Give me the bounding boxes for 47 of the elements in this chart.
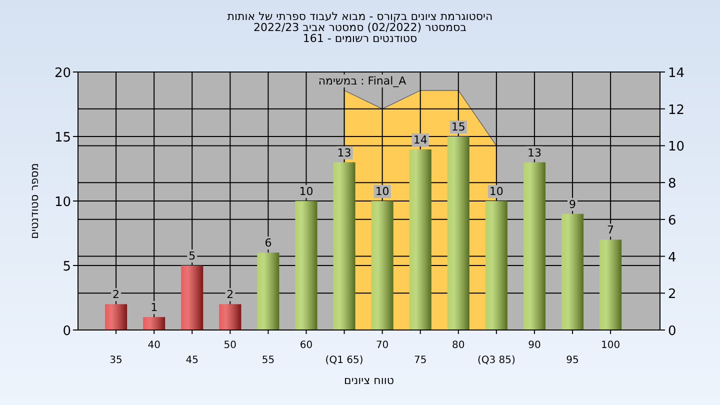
- y-tick-label: 20: [54, 66, 71, 81]
- data-label: 10: [299, 185, 314, 198]
- y2-tick-label: 8: [668, 176, 676, 192]
- text: סטודנטים רשומים - 161: [302, 32, 418, 45]
- data-label: 6: [264, 236, 272, 250]
- x-tick-label: 70: [376, 340, 389, 351]
- x-tick-label: 95: [566, 355, 579, 366]
- data-label: 14: [413, 133, 428, 146]
- x-tick-label: 35: [110, 355, 122, 366]
- data-label: 2: [112, 288, 120, 302]
- data-label: 5: [188, 250, 196, 262]
- y2-tick-label: 4: [668, 250, 676, 266]
- y-tick-label: 0: [62, 324, 71, 339]
- x-tick-label: 40: [148, 340, 160, 351]
- y2-tick-label: 2: [668, 287, 676, 302]
- data-label: 9: [569, 198, 576, 211]
- x-tick-label: 80: [452, 340, 465, 351]
- y2-tick-label: 6: [668, 213, 676, 228]
- x-tick-label: 55: [262, 355, 275, 366]
- y2-tick-label: 14: [668, 66, 685, 81]
- x-tick-label: 75: [414, 355, 427, 366]
- data-label: 10: [489, 185, 504, 198]
- chart-title: היסטוגרמת ציונים בקורס - מבוא לעבוד ספרתי של אותות: [227, 10, 493, 23]
- data-label: 10: [375, 185, 390, 198]
- x-tick-label: (Q1 65): [325, 355, 364, 366]
- y-axis-title: מספר סטודנטים: [28, 163, 41, 239]
- x-tick-label: (Q3 85): [477, 355, 516, 366]
- x-tick-label: 50: [224, 340, 237, 351]
- y2-tick-label: 0: [668, 324, 676, 339]
- y2-tick-label: 10: [668, 140, 685, 155]
- y-tick-label: 15: [54, 130, 71, 146]
- data-label: 2: [226, 288, 234, 302]
- series-label: במשימה : Final_A: [318, 74, 407, 88]
- x-axis-title: טווח ציונים: [344, 374, 394, 387]
- x-tick-label: 90: [528, 340, 541, 351]
- data-label: 13: [527, 146, 542, 160]
- y-tick-label: 10: [54, 195, 71, 210]
- x-tick-label: 45: [186, 355, 198, 366]
- x-tick-label: 60: [300, 340, 313, 351]
- data-label: 13: [337, 146, 352, 160]
- data-label: 1: [150, 301, 158, 314]
- y2-tick-label: 12: [668, 102, 685, 118]
- data-label: 15: [451, 120, 466, 134]
- x-tick-label: 100: [601, 340, 620, 351]
- chart-subtitle: בסמסטר (02/2022) סמסטר אביב 2022/23: [253, 21, 467, 34]
- y-tick-label: 5: [62, 260, 71, 274]
- data-label: 7: [607, 224, 614, 237]
